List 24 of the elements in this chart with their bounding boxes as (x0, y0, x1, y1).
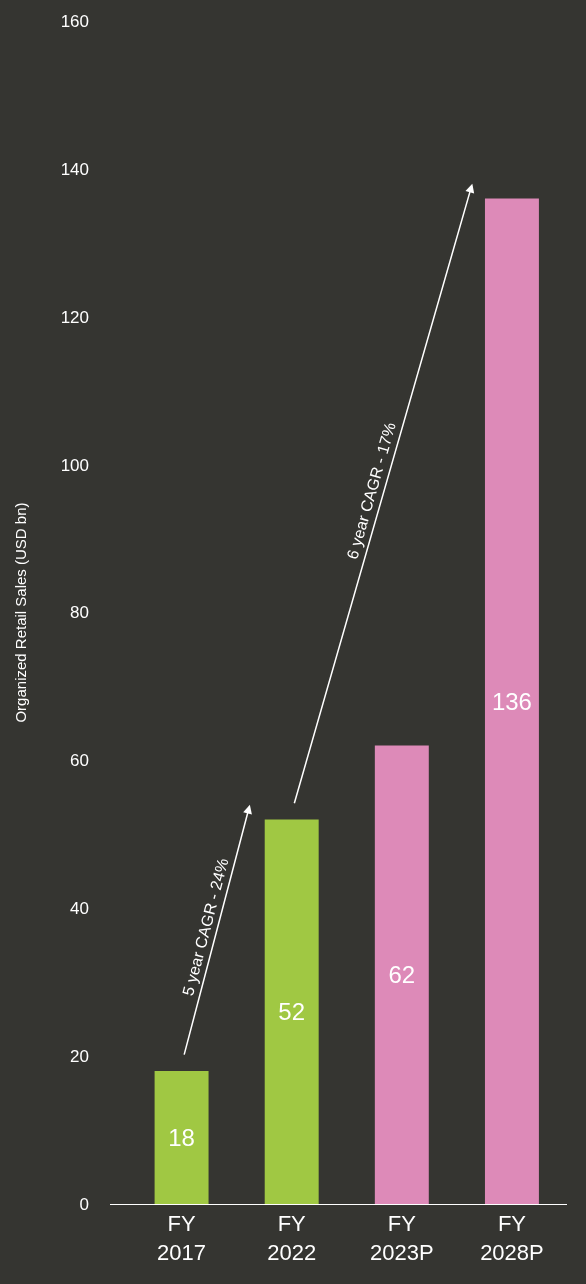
y-tick-label: 20 (70, 1047, 89, 1067)
y-axis-title: Organized Retail Sales (USD bn) (11, 502, 29, 723)
data-label: 136 (491, 687, 532, 715)
y-tick-label: 40 (70, 899, 89, 919)
y-tick-label: 120 (60, 307, 89, 327)
data-label: 52 (278, 998, 306, 1026)
x-tick-label: FY 2017 (157, 1211, 207, 1265)
bar (484, 198, 539, 1204)
y-tick-label: 100 (60, 455, 89, 475)
data-label: 62 (388, 961, 416, 989)
y-tick-label: 160 (60, 11, 89, 31)
x-tick-label: FY 2028P (480, 1211, 544, 1265)
y-tick-label: 60 (70, 751, 89, 771)
y-tick-label: 0 (79, 1194, 89, 1214)
x-tick-label: FY 2023P (370, 1211, 434, 1265)
bar (154, 1070, 209, 1204)
y-tick-label: 80 (70, 603, 89, 623)
annotation: 5 year CAGR - 24% (179, 856, 232, 998)
data-label: 18 (168, 1123, 195, 1151)
bar (264, 819, 319, 1204)
x-tick-label: FY 2022 (267, 1211, 317, 1265)
annotation: 6 year CAGR - 17% (343, 420, 399, 561)
bar (374, 745, 429, 1204)
y-tick-label: 140 (60, 159, 89, 179)
